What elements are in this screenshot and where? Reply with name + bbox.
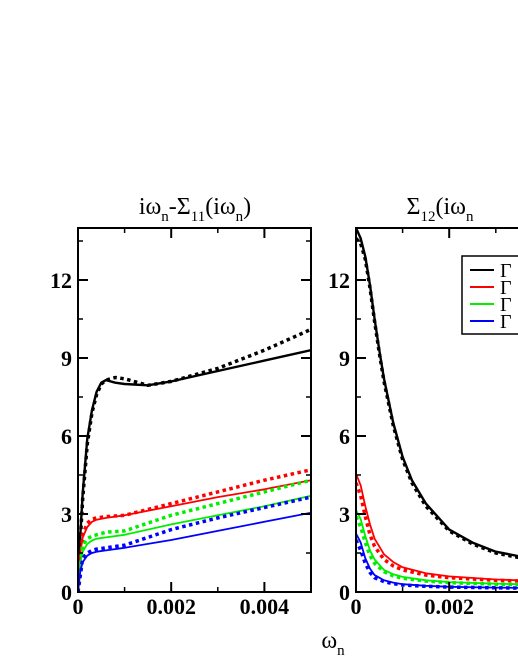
y-tick-label: 3 <box>339 502 350 527</box>
title-part: iω <box>139 194 161 220</box>
y-tick-label: 0 <box>339 580 350 605</box>
series-line-1 <box>356 237 518 560</box>
title-part: n <box>161 209 169 225</box>
y-tick-label: 12 <box>328 268 350 293</box>
title-part: ) <box>243 194 251 220</box>
legend-label: Γ <box>500 260 512 282</box>
y-tick-label: 3 <box>61 502 72 527</box>
y-tick-label: 9 <box>61 346 72 371</box>
y-tick-label: 6 <box>61 424 72 449</box>
x-tick-label: 0.002 <box>146 594 196 619</box>
x-axis-label: ωn <box>321 628 345 659</box>
y-tick-label: 9 <box>339 346 350 371</box>
series-line-5 <box>356 515 518 587</box>
x-tick-label: 0 <box>73 594 84 619</box>
series-group <box>356 228 518 590</box>
legend-label: Γ <box>500 311 512 333</box>
series-group <box>78 327 311 592</box>
title-part: -Σ <box>169 194 191 220</box>
title-part: (iω <box>436 194 466 220</box>
y-tick-label: 6 <box>339 424 350 449</box>
title-part: n <box>236 209 244 225</box>
title-part: Σ <box>407 194 421 220</box>
series-line-3 <box>78 468 311 592</box>
x-axis-label-subscript: n <box>337 643 345 659</box>
title-part: 11 <box>191 209 205 225</box>
legend-label: Γ <box>500 294 512 316</box>
series-line-0 <box>78 349 311 592</box>
x-tick-label: 0.004 <box>240 594 290 619</box>
x-tick-label: 0.002 <box>424 594 474 619</box>
title-part: n <box>466 209 474 225</box>
series-line-7 <box>78 495 311 592</box>
plot-frame <box>355 227 518 593</box>
series-line-6 <box>78 511 311 592</box>
title-part: 12 <box>421 209 436 225</box>
panel-title-0: iωn-Σ11(iωn) <box>139 194 251 225</box>
y-tick-label: 12 <box>50 268 72 293</box>
panel-title-1: Σ12(iωn <box>407 194 474 225</box>
series-line-4 <box>78 494 311 592</box>
legend-label: Γ <box>500 277 512 299</box>
series-line-3 <box>356 482 518 583</box>
x-tick-label: 0 <box>351 594 362 619</box>
y-tick-label: 0 <box>61 580 72 605</box>
series-line-1 <box>78 327 311 592</box>
series-line-5 <box>78 478 311 592</box>
title-part: (iω <box>205 194 235 220</box>
x-axis-label-main: ω <box>321 628 337 654</box>
plot-frame <box>77 227 312 593</box>
